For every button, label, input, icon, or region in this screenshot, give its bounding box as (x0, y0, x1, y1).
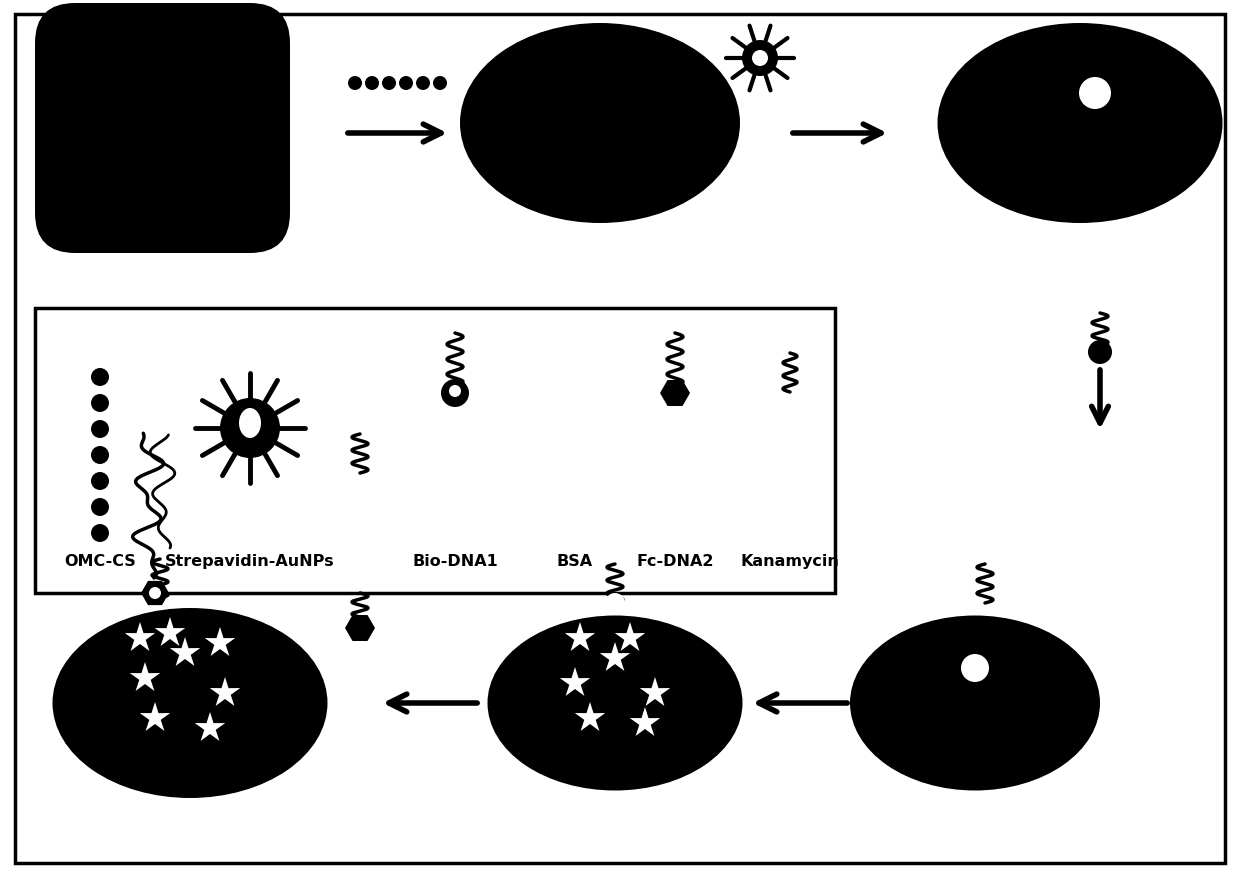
Text: Bio-DNA1: Bio-DNA1 (412, 553, 498, 568)
Circle shape (149, 587, 161, 600)
Ellipse shape (460, 24, 740, 224)
Circle shape (961, 654, 990, 682)
FancyBboxPatch shape (35, 4, 290, 254)
Text: Strepavidin-AuNPs: Strepavidin-AuNPs (165, 553, 335, 568)
Circle shape (441, 379, 469, 407)
Ellipse shape (52, 608, 327, 798)
Circle shape (91, 369, 109, 386)
Polygon shape (155, 617, 185, 646)
Polygon shape (195, 712, 226, 741)
Text: BSA: BSA (557, 553, 593, 568)
Circle shape (91, 421, 109, 438)
Circle shape (605, 594, 625, 614)
Ellipse shape (239, 408, 260, 438)
Circle shape (91, 499, 109, 516)
Polygon shape (140, 702, 170, 731)
Polygon shape (559, 667, 590, 696)
Polygon shape (130, 662, 160, 691)
Circle shape (91, 394, 109, 413)
Circle shape (348, 77, 362, 91)
Polygon shape (125, 623, 155, 651)
Text: Fc-DNA2: Fc-DNA2 (636, 553, 714, 568)
Circle shape (742, 41, 777, 77)
Polygon shape (345, 615, 374, 641)
Circle shape (433, 77, 446, 91)
Polygon shape (640, 677, 670, 706)
Polygon shape (615, 623, 645, 651)
Circle shape (365, 77, 379, 91)
Polygon shape (210, 677, 241, 706)
Bar (35, 309, 835, 594)
Circle shape (382, 77, 396, 91)
Polygon shape (600, 643, 630, 671)
Polygon shape (205, 627, 236, 656)
Ellipse shape (849, 615, 1100, 790)
Text: OMC-CS: OMC-CS (64, 553, 136, 568)
Polygon shape (660, 380, 689, 407)
Circle shape (449, 385, 461, 398)
Polygon shape (575, 702, 605, 731)
Ellipse shape (937, 24, 1223, 224)
Polygon shape (564, 623, 595, 651)
Polygon shape (141, 581, 169, 606)
Polygon shape (170, 637, 200, 666)
Circle shape (399, 77, 413, 91)
Circle shape (1079, 78, 1111, 110)
Circle shape (91, 472, 109, 491)
Circle shape (1087, 341, 1112, 364)
Circle shape (751, 51, 768, 67)
Circle shape (415, 77, 430, 91)
Polygon shape (630, 707, 660, 736)
Ellipse shape (487, 615, 743, 790)
Text: Kanamycin: Kanamycin (740, 553, 839, 568)
Circle shape (91, 447, 109, 464)
Circle shape (91, 524, 109, 543)
Circle shape (219, 399, 280, 458)
